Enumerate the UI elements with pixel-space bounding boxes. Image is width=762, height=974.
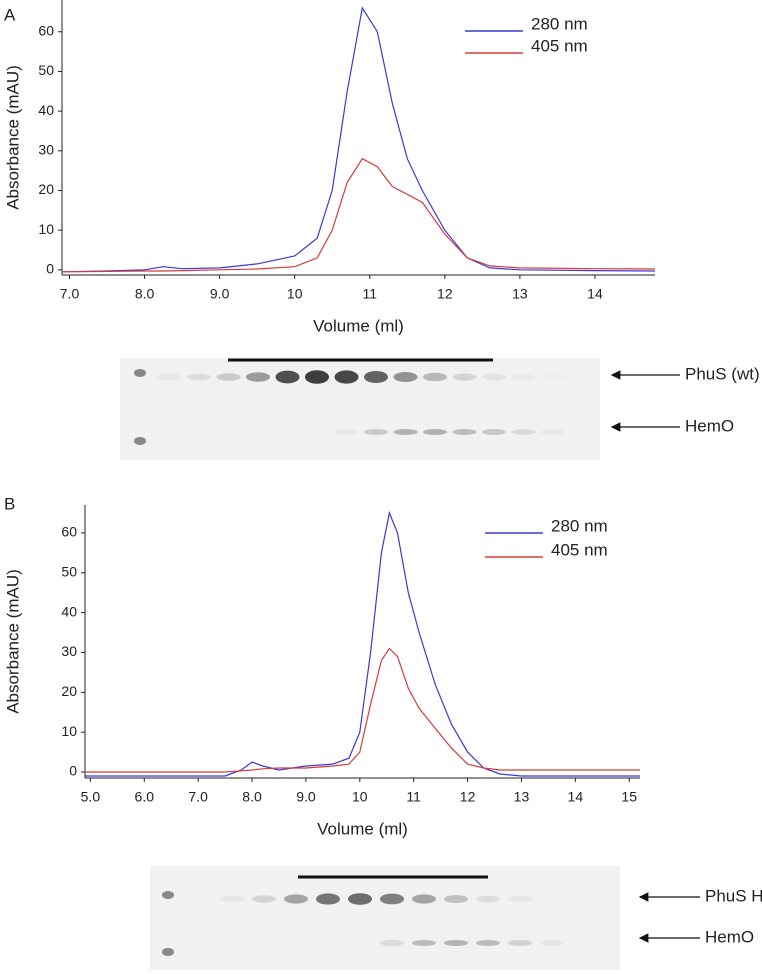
gel-image bbox=[120, 358, 600, 460]
gel-band bbox=[423, 372, 447, 382]
gel-band bbox=[305, 370, 329, 384]
y-tick-label: 50 bbox=[38, 62, 54, 78]
gel-band bbox=[157, 373, 182, 381]
y-tick-label: 0 bbox=[69, 763, 77, 779]
x-axis-label: Volume (ml) bbox=[317, 819, 408, 838]
gel-band bbox=[541, 374, 565, 380]
x-tick-label: 11 bbox=[362, 286, 377, 302]
legend-label: 405 nm bbox=[551, 540, 608, 559]
x-tick-label: 15 bbox=[621, 789, 637, 805]
gel-band bbox=[412, 894, 436, 904]
x-tick-label: 14 bbox=[568, 789, 584, 805]
x-tick-label: 8.0 bbox=[242, 789, 262, 805]
x-tick-label: 7.0 bbox=[60, 286, 80, 302]
gel-label: PhuS (wt) bbox=[685, 364, 760, 383]
gel-band bbox=[444, 940, 468, 946]
y-tick-label: 10 bbox=[61, 723, 77, 739]
y-axis-label: Absorbance (mAU) bbox=[3, 65, 22, 210]
gel-band bbox=[412, 940, 436, 946]
gel-marker bbox=[162, 891, 174, 899]
x-tick-label: 8.0 bbox=[135, 286, 155, 302]
y-tick-label: 50 bbox=[61, 563, 77, 579]
gel-band bbox=[423, 429, 447, 435]
x-tick-label: 6.0 bbox=[135, 789, 155, 805]
gel-band bbox=[541, 429, 565, 435]
x-tick-label: 9.0 bbox=[296, 789, 316, 805]
gel-marker bbox=[162, 948, 174, 956]
gel-band bbox=[452, 429, 477, 435]
gel-band bbox=[508, 940, 532, 946]
y-tick-label: 40 bbox=[61, 603, 77, 619]
gel-band bbox=[316, 893, 340, 905]
line-series bbox=[61, 157, 656, 273]
x-axis-label: Volume (ml) bbox=[313, 316, 404, 335]
x-tick-label: 10 bbox=[287, 286, 303, 302]
legend-label: 405 nm bbox=[531, 36, 588, 55]
gel-band bbox=[444, 895, 468, 903]
gel-band bbox=[482, 429, 506, 435]
y-tick-label: 20 bbox=[61, 683, 77, 699]
panel-label: B bbox=[4, 494, 15, 513]
gel-label: PhuS H212R bbox=[705, 886, 762, 905]
y-tick-label: 30 bbox=[61, 643, 77, 659]
x-tick-label: 13 bbox=[514, 789, 530, 805]
line-series bbox=[85, 647, 640, 773]
gel-image bbox=[150, 866, 620, 970]
x-tick-label: 11 bbox=[406, 789, 421, 805]
gel-band bbox=[220, 895, 244, 903]
legend-label: 280 nm bbox=[551, 516, 608, 535]
gel-label: HemO bbox=[705, 927, 754, 946]
gel-label: HemO bbox=[685, 416, 734, 435]
gel-band bbox=[452, 373, 477, 381]
gel-band bbox=[482, 373, 506, 381]
gel-band bbox=[364, 429, 388, 435]
y-tick-label: 60 bbox=[38, 22, 54, 38]
gel-band bbox=[216, 373, 241, 381]
x-tick-label: 12 bbox=[437, 286, 453, 302]
gel-band bbox=[252, 895, 276, 903]
gel-marker bbox=[134, 437, 146, 445]
x-tick-label: 14 bbox=[587, 286, 603, 302]
gel-band bbox=[476, 940, 500, 946]
y-tick-label: 20 bbox=[38, 181, 54, 197]
gel-band bbox=[476, 895, 500, 903]
gel-band bbox=[508, 895, 532, 903]
gel-band bbox=[334, 429, 359, 435]
gel-band bbox=[187, 373, 211, 381]
x-tick-label: 7.0 bbox=[188, 789, 208, 805]
panel-label: A bbox=[4, 5, 16, 24]
legend-label: 280 nm bbox=[531, 14, 588, 33]
gel-band bbox=[511, 373, 536, 381]
gel-band bbox=[275, 370, 300, 384]
gel-band bbox=[380, 940, 404, 946]
x-tick-label: 5.0 bbox=[81, 789, 101, 805]
y-tick-label: 10 bbox=[38, 221, 54, 237]
gel-band bbox=[246, 372, 270, 382]
gel-band bbox=[393, 372, 418, 382]
x-tick-label: 13 bbox=[512, 286, 528, 302]
y-tick-label: 30 bbox=[38, 141, 54, 157]
x-tick-label: 12 bbox=[460, 789, 476, 805]
gel-band bbox=[348, 893, 372, 905]
gel-band bbox=[284, 894, 308, 904]
y-tick-label: 0 bbox=[46, 261, 54, 277]
x-tick-label: 9.0 bbox=[210, 286, 230, 302]
gel-band bbox=[334, 370, 359, 384]
y-axis-label: Absorbance (mAU) bbox=[3, 569, 22, 714]
gel-band bbox=[511, 429, 536, 435]
gel-marker bbox=[134, 369, 146, 377]
line-series bbox=[85, 510, 640, 777]
gel-band bbox=[393, 429, 418, 435]
y-tick-label: 40 bbox=[38, 102, 54, 118]
line-series bbox=[61, 6, 656, 273]
gel-band bbox=[540, 940, 564, 946]
gel-band bbox=[364, 371, 388, 383]
gel-band bbox=[380, 893, 404, 905]
x-tick-label: 10 bbox=[352, 789, 368, 805]
y-tick-label: 60 bbox=[61, 524, 77, 540]
